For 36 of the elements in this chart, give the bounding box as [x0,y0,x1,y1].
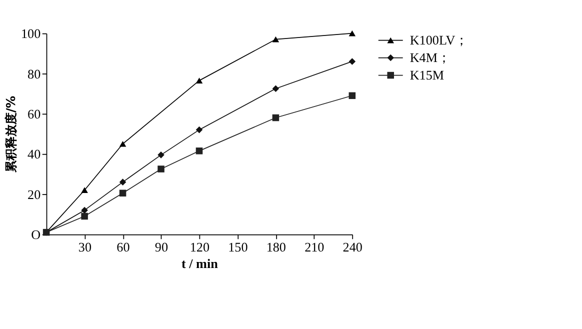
x-tick-label: 180 [266,239,286,254]
y-tick-label: 80 [28,66,42,82]
y-tick-label: 100 [20,26,42,42]
point [272,85,280,92]
point [119,140,126,147]
point [81,187,88,194]
x-tick-label: 150 [228,239,248,254]
y-tick-label: 40 [28,146,42,162]
x-tick-label: 60 [116,239,130,254]
point [348,58,356,65]
point [81,212,88,220]
y-axis-title: 累积释放度/% [4,96,18,174]
point [348,30,356,36]
point [196,126,203,134]
point [272,36,280,42]
point [119,190,126,197]
x-tick-label: 120 [190,239,210,254]
legend-label: K15M [410,68,444,83]
y-tick-label: 60 [28,106,42,122]
point [158,152,164,158]
x-tick-label: 90 [154,239,168,254]
point [196,148,203,154]
legend-label: K100LV； [410,32,468,48]
point [272,114,280,122]
point [81,206,88,214]
point [196,78,203,84]
y-tick-label: 20 [28,186,42,202]
x-axis-title: t / min [181,256,219,271]
x-tick-label: 240 [342,239,363,254]
point [119,178,126,186]
point [158,166,164,172]
x-tick-label: 30 [78,239,92,254]
y-tick-label: O [31,227,41,242]
point [348,92,356,100]
legend-label: K4M； [410,50,451,66]
x-tick-label: 210 [304,239,325,254]
